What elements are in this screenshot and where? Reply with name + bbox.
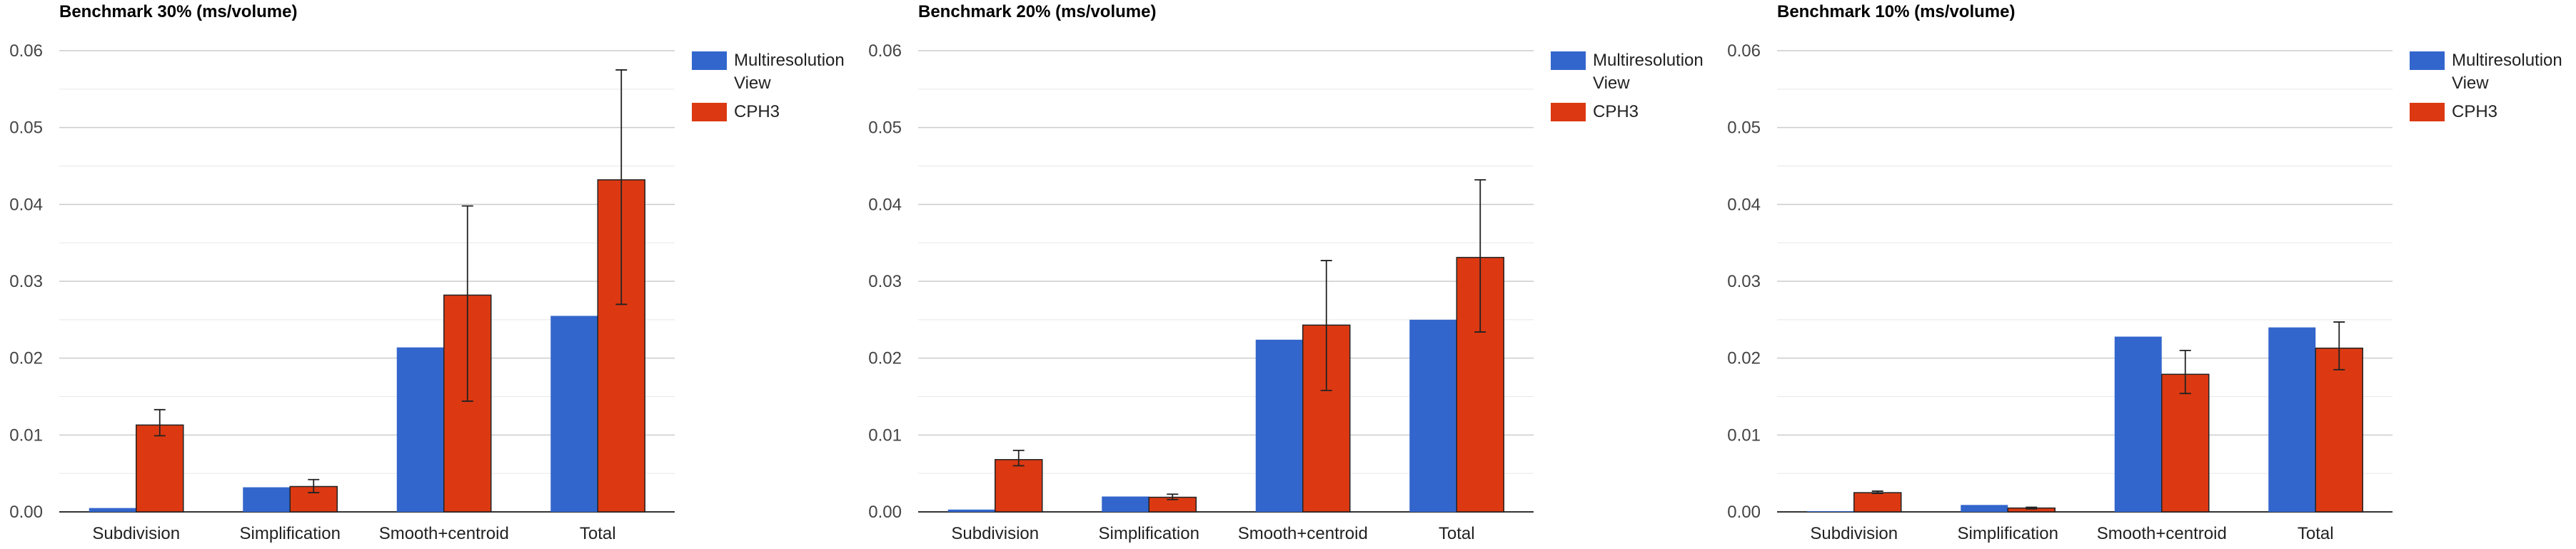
y-tick-label: 0.02 xyxy=(868,349,902,368)
legend-swatch-multiresolution xyxy=(1551,51,1586,70)
x-category-label: Smooth+centroid xyxy=(379,524,509,543)
y-tick-label: 0.06 xyxy=(1727,41,1761,61)
x-category-label: Total xyxy=(1439,524,1475,543)
bar-multiresolution xyxy=(1255,339,1303,512)
legend-swatch-cph3 xyxy=(1551,103,1586,121)
bar-cph3 xyxy=(2161,373,2210,513)
y-tick-label: 0.01 xyxy=(9,425,43,445)
y-tick-label: 0.06 xyxy=(868,41,902,61)
y-tick-label: 0.05 xyxy=(9,119,43,138)
legend-label: CPH3 xyxy=(1593,102,1639,121)
chart-panel-20: Benchmark 20% (ms/volume) 0.00 0.01 0.02 0.0… xyxy=(859,0,1717,549)
y-tick-label: 0.05 xyxy=(868,119,902,138)
y-tick-label: 0.03 xyxy=(1727,272,1761,291)
bar-cph3 xyxy=(2315,347,2363,513)
y-tick-label: 0.04 xyxy=(9,195,43,214)
y-tick-label: 0.00 xyxy=(1727,503,1761,522)
legend-swatch-multiresolution xyxy=(692,51,727,70)
x-category-label: Smooth+centroid xyxy=(2097,524,2227,543)
x-category-label: Subdivision xyxy=(1810,524,1898,543)
chart-panel-30: Benchmark 30% (ms/volume) 0.00 0.01 0.02 0.0… xyxy=(0,0,858,549)
legend-swatch-multiresolution xyxy=(2410,51,2445,70)
y-tick-label: 0.06 xyxy=(9,41,43,61)
y-tick-label: 0.02 xyxy=(9,349,43,368)
bar-multiresolution xyxy=(550,316,598,512)
legend-label: Multiresolution xyxy=(734,51,845,70)
legend-label: View xyxy=(734,74,771,93)
y-tick-label: 0.03 xyxy=(868,272,902,291)
x-category-label: Simplification xyxy=(240,524,341,543)
y-tick-label: 0.03 xyxy=(9,272,43,291)
bar-multiresolution xyxy=(89,508,136,512)
chart-title: Benchmark 10% (ms/volume) xyxy=(1777,2,2015,21)
bar-multiresolution xyxy=(1102,496,1149,512)
chart-title: Benchmark 30% (ms/volume) xyxy=(59,2,297,21)
y-tick-label: 0.01 xyxy=(868,425,902,445)
bar-multiresolution xyxy=(1961,505,2008,512)
y-tick-label: 0.02 xyxy=(1727,349,1761,368)
chart-30-svg: Benchmark 30% (ms/volume) 0.00 0.01 0.02 0.0… xyxy=(9,2,845,543)
bar-multiresolution xyxy=(947,509,995,512)
x-category-label: Subdivision xyxy=(951,524,1039,543)
y-tick-label: 0.01 xyxy=(1727,425,1761,445)
bar-multiresolution xyxy=(2114,336,2162,512)
x-category-label: Simplification xyxy=(1099,524,1199,543)
legend-swatch-cph3 xyxy=(692,103,727,121)
bar-multiresolution xyxy=(2268,327,2316,512)
y-tick-label: 0.04 xyxy=(1727,195,1761,214)
y-tick-label: 0.00 xyxy=(9,503,43,522)
bar-cph3 xyxy=(1853,492,1902,513)
x-category-label: Total xyxy=(2298,524,2334,543)
x-category-label: Smooth+centroid xyxy=(1238,524,1368,543)
bar-cph3 xyxy=(289,485,338,513)
x-category-label: Subdivision xyxy=(92,524,180,543)
bar-multiresolution xyxy=(1409,319,1457,512)
legend-label: CPH3 xyxy=(734,102,780,121)
y-tick-label: 0.05 xyxy=(1727,119,1761,138)
y-tick-label: 0.00 xyxy=(868,503,902,522)
legend-label: View xyxy=(2452,74,2489,93)
x-category-label: Total xyxy=(580,524,616,543)
legend-label: CPH3 xyxy=(2452,102,2497,121)
bar-multiresolution xyxy=(396,347,444,512)
chart-panel-10: Benchmark 10% (ms/volume) 0.00 0.01 0.02 0.0… xyxy=(1718,0,2576,549)
chart-20-svg: Benchmark 20% (ms/volume) 0.00 0.01 0.02 0.0… xyxy=(868,2,1704,543)
legend-label: View xyxy=(1593,74,1630,93)
legend-label: Multiresolution xyxy=(1593,51,1704,70)
bar-multiresolution xyxy=(1806,510,1854,512)
legend-label: Multiresolution xyxy=(2452,51,2562,70)
chart-10-svg: Benchmark 10% (ms/volume) 0.00 0.01 0.02 0.0… xyxy=(1727,2,2562,543)
legend-swatch-cph3 xyxy=(2410,103,2445,121)
chart-title: Benchmark 20% (ms/volume) xyxy=(918,2,1156,21)
bar-multiresolution xyxy=(243,487,291,512)
bar-cph3 xyxy=(136,424,184,513)
x-category-label: Simplification xyxy=(1958,524,2058,543)
bar-cph3 xyxy=(995,459,1043,513)
y-tick-label: 0.04 xyxy=(868,195,902,214)
